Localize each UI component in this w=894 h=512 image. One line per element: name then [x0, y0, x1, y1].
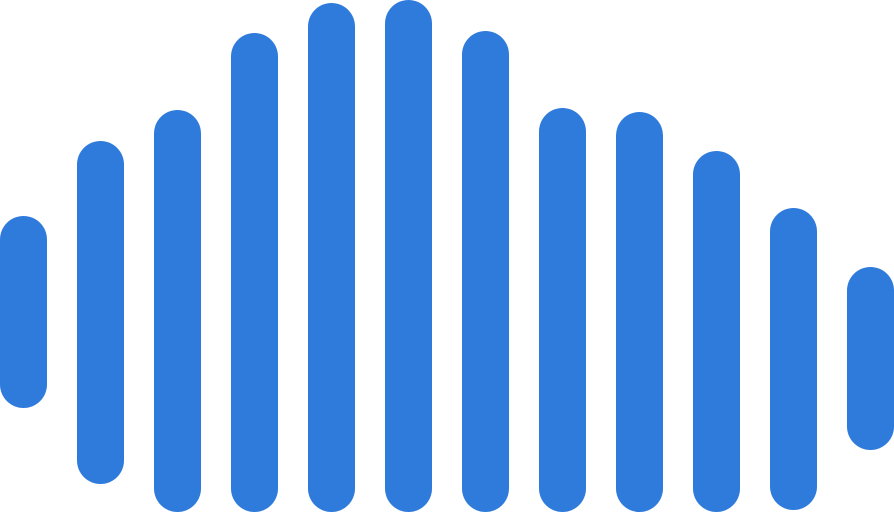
wave-bar [616, 112, 663, 512]
wave-bar [0, 216, 47, 408]
wave-bar [693, 151, 740, 512]
wave-bar [308, 3, 355, 512]
wave-bar [385, 0, 432, 512]
wave-bar [231, 33, 278, 512]
wave-bar [77, 141, 124, 484]
wave-bar [154, 110, 201, 512]
wave-bar [539, 108, 586, 512]
wave-bar [770, 208, 817, 510]
wave-bar [462, 31, 509, 512]
wave-bar [847, 267, 894, 450]
